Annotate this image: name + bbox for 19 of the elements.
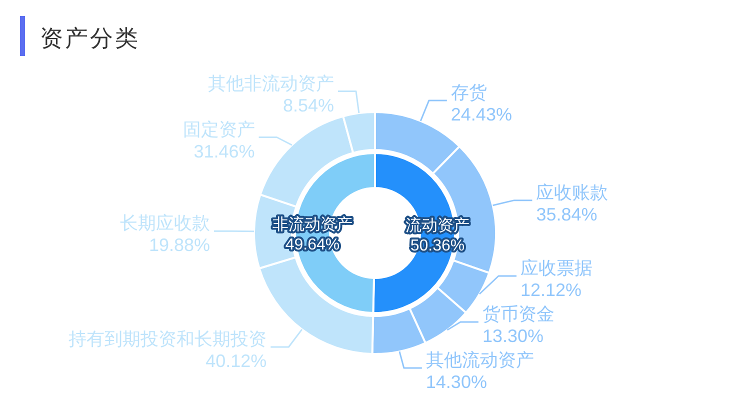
data-label: 13.30% xyxy=(482,326,544,346)
slice-label: 货币资金 xyxy=(482,304,554,324)
slice-label: 其他非流动资产 xyxy=(208,73,334,94)
data-label: 19.88% xyxy=(148,235,210,256)
slice-label: 持有到期投资和长期投资 xyxy=(68,328,267,349)
data-label: 24.43% xyxy=(450,104,512,125)
data-label: 8.54% xyxy=(282,95,334,116)
data-label: 35.84% xyxy=(536,204,598,224)
slice-label: 存货 xyxy=(450,82,487,103)
slice-label: 其他流动资产 xyxy=(426,350,534,370)
data-label: 14.30% xyxy=(426,372,487,392)
slice-label: 应收账款 xyxy=(536,182,608,202)
data-label: 40.12% xyxy=(206,350,267,371)
data-label: 31.46% xyxy=(194,141,255,162)
slice-label: 应收票据 xyxy=(520,258,593,278)
chart-title: 资产分类 xyxy=(40,25,140,51)
slice-label: 固定资产 xyxy=(182,119,255,140)
data-label: 12.12% xyxy=(520,280,582,300)
slice-label: 长期应收款 xyxy=(120,213,210,234)
